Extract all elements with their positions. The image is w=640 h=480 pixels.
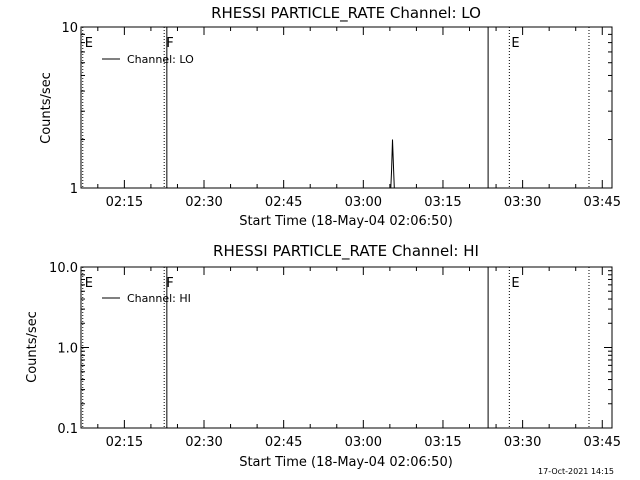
- x-tick-label: 02:30: [185, 195, 222, 210]
- event-marker-label: E: [85, 36, 93, 51]
- x-tick-label: 02:15: [106, 195, 143, 210]
- plot-area: 02:15 02:30 02:45 03:00 03:15 03:30 03:45 0.1 1.…: [49, 261, 621, 450]
- series-line: [390, 139, 395, 189]
- footer-timestamp: 17-Oct-2021 14:15: [538, 467, 614, 476]
- y-tick-label: 1: [70, 182, 78, 197]
- x-tick-label: 03:45: [584, 195, 621, 210]
- x-tick-label: 02:30: [185, 435, 222, 450]
- x-axis-label: Start Time (18-May-04 02:06:50): [239, 455, 453, 470]
- x-tick-label: 03:30: [504, 195, 541, 210]
- panel-hi: RHESSI PARTICLE_RATE Channel: HI Counts/…: [25, 242, 621, 470]
- y-axis-label: Counts/sec: [39, 72, 54, 144]
- plot-area: 02:15 02:30 02:45 03:00 03:15 03:30 03:45 1 10 E F…: [61, 21, 621, 210]
- event-marker-label: F: [166, 36, 173, 51]
- chart-title: RHESSI PARTICLE_RATE Channel: LO: [211, 4, 481, 23]
- y-tick-label: 1.0: [57, 342, 78, 357]
- x-tick-label: 03:45: [584, 435, 621, 450]
- x-tick-label: 03:00: [345, 435, 382, 450]
- x-tick-label: 02:15: [106, 435, 143, 450]
- y-tick-label: 10: [61, 21, 78, 36]
- y-tick-label: 10.0: [49, 261, 78, 276]
- x-tick-label: 02:45: [265, 435, 302, 450]
- x-tick-label: 03:15: [424, 435, 461, 450]
- plot-frame: [80, 26, 613, 189]
- y-tick-label: 0.1: [57, 422, 78, 437]
- event-marker-label: E: [511, 276, 519, 291]
- legend-entry: Channel: LO: [127, 53, 194, 66]
- chart-title: RHESSI PARTICLE_RATE Channel: HI: [213, 242, 479, 261]
- legend-entry: Channel: HI: [127, 292, 191, 305]
- x-axis-label: Start Time (18-May-04 02:06:50): [239, 214, 453, 229]
- x-tick-label: 03:00: [345, 195, 382, 210]
- y-axis-label: Counts/sec: [25, 311, 40, 383]
- x-tick-label: 03:30: [504, 435, 541, 450]
- x-tick-label: 02:45: [265, 195, 302, 210]
- event-marker-label: F: [166, 276, 173, 291]
- event-marker-label: E: [511, 36, 519, 51]
- panel-lo: RHESSI PARTICLE_RATE Channel: LO Counts/…: [39, 4, 621, 229]
- x-tick-label: 03:15: [424, 195, 461, 210]
- event-marker-label: E: [85, 276, 93, 291]
